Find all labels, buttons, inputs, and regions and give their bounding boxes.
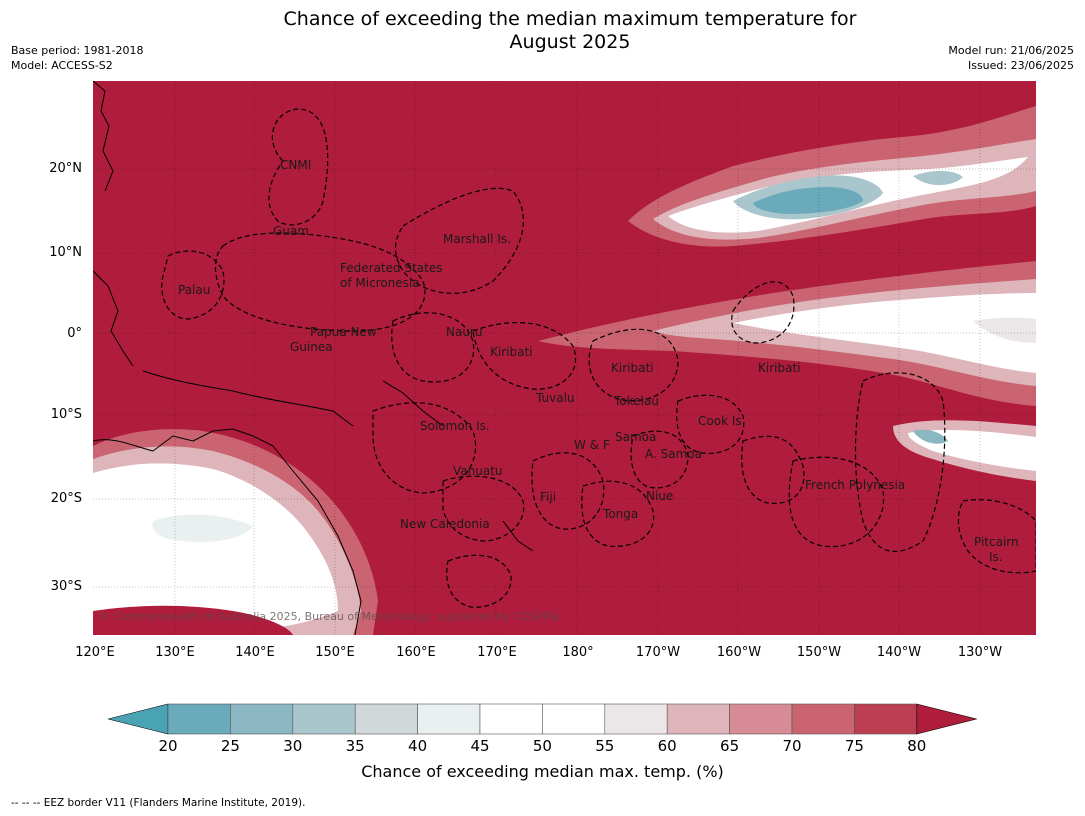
place-label: Federated States: [340, 261, 442, 275]
place-label: Palau: [178, 283, 210, 297]
colorbar-tick-label: 65: [720, 737, 740, 755]
map-gridlines: [93, 81, 1036, 635]
y-tick: 20°N: [49, 161, 82, 176]
place-label: Guam: [273, 224, 309, 238]
x-tick: 140°W: [876, 645, 922, 660]
colorbar-label: Chance of exceeding median max. temp. (%…: [361, 762, 724, 781]
place-label: New Caledonia: [400, 517, 490, 531]
y-tick: 30°S: [50, 579, 82, 594]
meta-left: Base period: 1981-2018 Model: ACCESS-S2: [11, 43, 143, 73]
title-line-1: Chance of exceeding the median maximum t…: [283, 8, 857, 30]
eez-footnote: -- -- -- EEZ border V11 (Flanders Marine…: [11, 797, 306, 809]
anomaly-band-southeast: [893, 420, 1036, 481]
x-tick: 170°E: [477, 645, 517, 660]
colorbar-tick-label: 70: [782, 737, 802, 755]
place-label: Is.: [989, 550, 1003, 564]
x-tick: 160°W: [716, 645, 762, 660]
colorbar-tick-label: 30: [283, 737, 303, 755]
place-label: Tuvalu: [535, 391, 575, 405]
place-label: Nauru: [446, 325, 482, 339]
anomaly-australia: [93, 429, 378, 635]
place-label: W & F: [574, 438, 610, 452]
eez-borders: [161, 108, 1036, 608]
colorbar-tick-label: 45: [470, 737, 490, 755]
place-label: French Polynesia: [805, 478, 905, 492]
model-run: Model run: 21/06/2025: [948, 44, 1074, 57]
colorbar-tick-label: 80: [907, 737, 927, 755]
title-line-2: August 2025: [509, 31, 631, 53]
place-label: of Micronesia: [340, 276, 420, 290]
x-tick: 140°E: [235, 645, 275, 660]
map-title: Chance of exceeding the median maximum t…: [0, 8, 1085, 54]
y-tick: 10°S: [50, 407, 82, 422]
place-label: Vanuatu: [453, 464, 503, 478]
colorbar-tick-label: 20: [158, 737, 178, 755]
place-label: Cook Is.: [698, 414, 745, 428]
place-label: Solomon Is.: [420, 419, 490, 433]
map-panel[interactable]: CNMI Guam Marshall Is. Federated States of M…: [93, 81, 1036, 635]
anomaly-band-north: [628, 106, 1036, 247]
place-label: Tokelau: [613, 394, 659, 408]
colorbar-tick-label: 35: [345, 737, 365, 755]
base-period: Base period: 1981-2018: [11, 44, 144, 57]
place-label: Kiribati: [490, 345, 532, 359]
colorbar-tick-label: 40: [408, 737, 428, 755]
place-label: Kiribati: [611, 361, 653, 375]
colorbar-segment: [791, 703, 855, 735]
colorbar-segment: [417, 703, 481, 735]
colorbar-extend-high: [916, 703, 977, 735]
colorbar-segment: [167, 703, 231, 735]
colorbar-segment: [666, 703, 730, 735]
colorbar-segment: [292, 703, 356, 735]
place-label: Pitcairn: [974, 535, 1019, 549]
x-tick: 130°W: [957, 645, 1003, 660]
colorbar: [107, 703, 977, 735]
place-label: Samoa: [615, 430, 656, 444]
colorbar-tick-label: 55: [595, 737, 615, 755]
x-tick: 150°E: [315, 645, 355, 660]
place-label: Papua New: [310, 325, 377, 339]
colorbar-segment: [729, 703, 793, 735]
place-label: CNMI: [280, 158, 311, 172]
colorbar-tick-label: 50: [532, 737, 552, 755]
issued-date: Issued: 23/06/2025: [967, 59, 1074, 72]
colorbar-segment: [354, 703, 418, 735]
colorbar-segment: [604, 703, 668, 735]
colorbar-extend-low: [107, 703, 169, 735]
place-label: A. Samoa: [645, 447, 702, 461]
x-tick: 160°E: [396, 645, 436, 660]
y-tick: 10°N: [49, 245, 82, 260]
y-tick: 0°: [67, 326, 82, 341]
x-tick: 150°W: [796, 645, 842, 660]
place-label: Fiji: [540, 490, 556, 504]
colorbar-tick-label: 60: [657, 737, 677, 755]
colorbar-segment: [230, 703, 294, 735]
x-tick: 120°E: [75, 645, 115, 660]
colorbar-segment: [479, 703, 543, 735]
place-label: Niue: [646, 489, 673, 503]
place-label: Guinea: [290, 340, 333, 354]
place-label: Tonga: [602, 507, 638, 521]
copyright-notice: © Commonwealth of Australia 2025, Bureau…: [99, 610, 563, 623]
model-name: Model: ACCESS-S2: [11, 59, 113, 72]
y-tick: 20°S: [50, 491, 82, 506]
meta-right: Model run: 21/06/2025 Issued: 23/06/2025: [948, 43, 1074, 73]
x-tick: 130°E: [155, 645, 195, 660]
colorbar-segment: [542, 703, 606, 735]
place-label: Kiribati: [758, 361, 800, 375]
x-tick: 180°: [562, 645, 594, 660]
colorbar-segment: [854, 703, 918, 735]
x-tick: 170°W: [635, 645, 681, 660]
anomaly-band-equator: [538, 261, 1036, 406]
colorbar-tick-label: 25: [220, 737, 240, 755]
coastlines: [93, 81, 534, 635]
colorbar-tick-label: 75: [844, 737, 864, 755]
place-label: Marshall Is.: [443, 232, 511, 246]
